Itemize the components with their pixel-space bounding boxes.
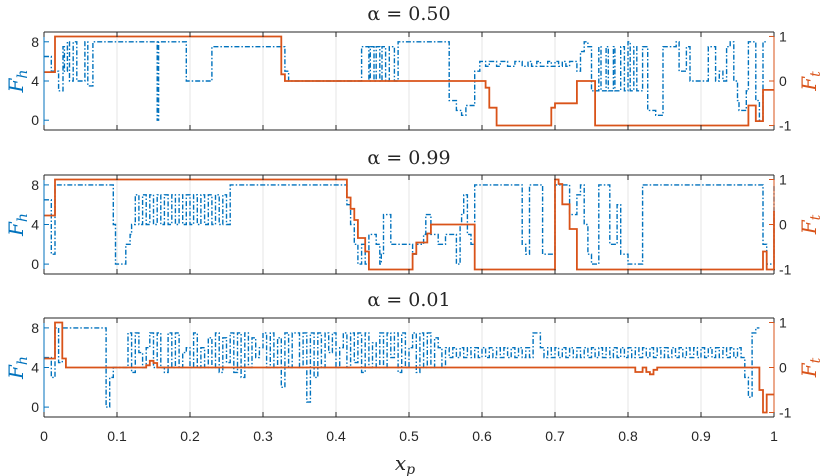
x-tick-label: 0.2 xyxy=(180,428,200,444)
y-tick-label-left: 4 xyxy=(31,360,39,376)
y-tick-label-right: 0 xyxy=(779,73,787,89)
y-tick-label-left: 8 xyxy=(31,34,39,50)
right-axis-label: Ft xyxy=(797,357,824,378)
x-tick-label: 0.6 xyxy=(472,428,492,444)
panel-title: α = 0.50 xyxy=(367,3,450,25)
y-tick-label-left: 0 xyxy=(31,256,39,272)
y-tick-label-left: 0 xyxy=(31,112,39,128)
panel-title: α = 0.99 xyxy=(367,147,450,169)
x-tick-label: 0.4 xyxy=(326,428,346,444)
x-tick-label: 0 xyxy=(40,428,48,444)
y-tick-label-right: 1 xyxy=(779,172,787,188)
y-tick-label-right: -1 xyxy=(779,118,792,134)
series-Ft xyxy=(44,178,775,271)
panel-2: 0 4 8 -1 0 1 α = 0.99 Fh Ft xyxy=(4,147,824,278)
left-axis-label: Fh xyxy=(4,356,31,380)
y-tick-label-right: -1 xyxy=(779,405,792,421)
y-tick-label-left: 0 xyxy=(31,399,39,415)
y-tick-label-right: 1 xyxy=(779,315,787,331)
y-tick-label-left: 8 xyxy=(31,320,39,336)
x-tick-label: 0.9 xyxy=(691,428,711,444)
left-axis-label: Fh xyxy=(4,213,31,237)
x-tick-label: 1 xyxy=(770,428,778,444)
x-axis: xp xyxy=(395,451,415,476)
series-Ft xyxy=(44,321,774,414)
left-axis-label: Fh xyxy=(4,70,31,94)
y-tick-label-right: 0 xyxy=(779,360,787,376)
y-tick-label-left: 4 xyxy=(31,73,39,89)
panel-3: 0 0.1 0.2 0.3 0.4 0.5 0.6 0.7 0.8 0.9 1 0 4 8 -1 0 1 α = … xyxy=(4,289,824,444)
panel-title: α = 0.01 xyxy=(367,289,450,311)
right-axis-label: Ft xyxy=(797,71,824,92)
y-tick-label-right: -1 xyxy=(779,262,792,278)
y-tick-label-right: 1 xyxy=(779,28,787,44)
x-tick-label: 0.8 xyxy=(618,428,638,444)
panel-1: 0 4 8 -1 0 1 α = 0.50 Fh Ft xyxy=(4,3,824,134)
series-Ft xyxy=(44,35,774,127)
y-tick-label-left: 4 xyxy=(31,217,39,233)
x-tick-label: 0.3 xyxy=(253,428,273,444)
x-tick-label: 0.7 xyxy=(545,428,565,444)
right-axis-label: Ft xyxy=(797,214,824,235)
x-tick-label: 0.5 xyxy=(399,428,419,444)
y-tick-label-left: 8 xyxy=(31,177,39,193)
series-Fh xyxy=(44,184,775,265)
x-tick-label: 0.1 xyxy=(107,428,127,444)
y-tick-label-right: 0 xyxy=(779,217,787,233)
x-axis-label: xp xyxy=(395,451,415,476)
